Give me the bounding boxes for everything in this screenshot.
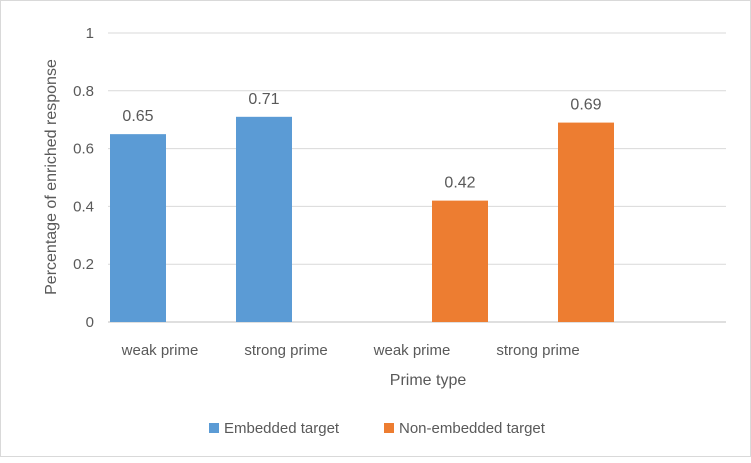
x-axis-title: Prime type bbox=[390, 372, 467, 389]
legend-swatch bbox=[209, 423, 219, 433]
gridlines bbox=[108, 32, 726, 323]
data-label: 0.71 bbox=[248, 91, 279, 108]
y-tick-label: 1 bbox=[86, 25, 94, 42]
y-tick-label: 0.2 bbox=[73, 256, 94, 273]
y-axis-ticks: 0 0.2 0.4 0.6 0.8 1 bbox=[73, 25, 94, 331]
x-tick-label: strong prime bbox=[244, 342, 327, 359]
data-label: 0.42 bbox=[444, 175, 475, 192]
x-tick-label: weak prime bbox=[373, 342, 451, 359]
data-label: 0.69 bbox=[570, 97, 601, 114]
legend-label: Non-embedded target bbox=[399, 420, 546, 437]
bar bbox=[110, 134, 166, 322]
bar bbox=[432, 200, 488, 322]
y-tick-label: 0.4 bbox=[73, 198, 94, 215]
bar bbox=[236, 116, 292, 322]
bar bbox=[558, 122, 614, 322]
legend: Embedded target Non-embedded target bbox=[209, 420, 546, 437]
legend-label: Embedded target bbox=[224, 420, 340, 437]
data-label: 0.65 bbox=[122, 108, 153, 125]
x-tick-label: weak prime bbox=[121, 342, 199, 359]
legend-swatch bbox=[384, 423, 394, 433]
y-tick-label: 0.6 bbox=[73, 141, 94, 158]
y-axis-title: Percentage of enriched response bbox=[43, 59, 60, 295]
x-tick-label: strong prime bbox=[496, 342, 579, 359]
y-tick-label: 0 bbox=[86, 314, 94, 331]
bars bbox=[110, 116, 614, 322]
y-tick-label: 0.8 bbox=[73, 83, 94, 100]
x-axis-ticks: weak prime strong prime weak prime strong p… bbox=[121, 342, 580, 359]
data-labels: 0.65 0.71 0.42 0.69 bbox=[122, 91, 601, 192]
